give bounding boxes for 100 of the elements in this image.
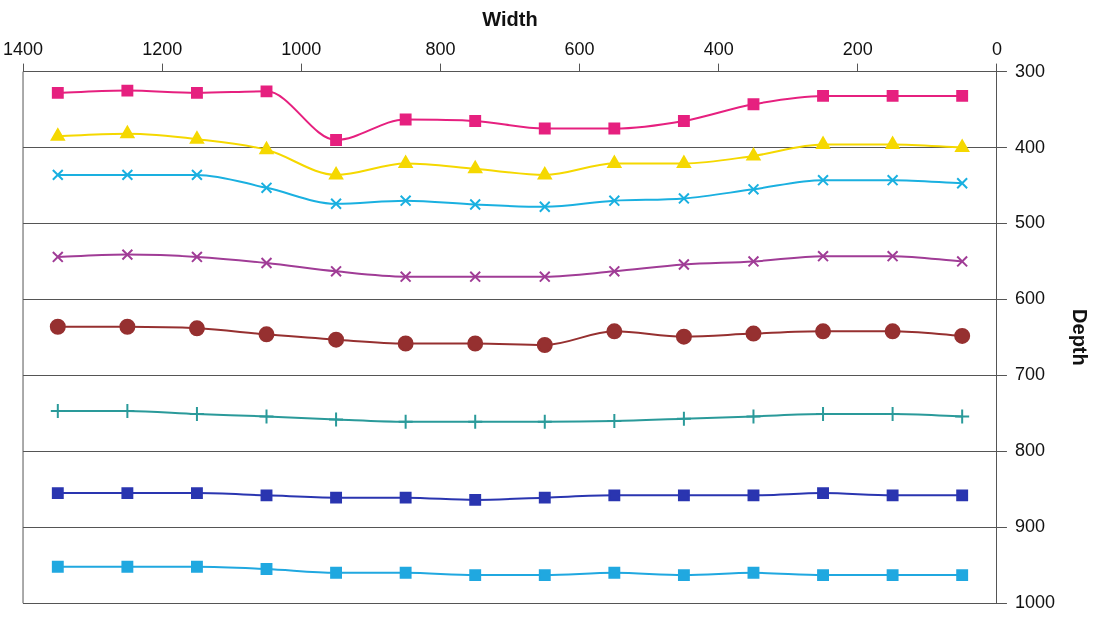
- point: [330, 134, 343, 146]
- point: [260, 181, 273, 194]
- point: [190, 560, 203, 573]
- point: [956, 569, 969, 582]
- point: [608, 194, 621, 207]
- point: [121, 248, 134, 261]
- y-tick-label: 500: [1014, 212, 1045, 233]
- point: [260, 563, 273, 575]
- point: [608, 122, 621, 135]
- point: [190, 487, 203, 500]
- point: [119, 318, 136, 335]
- point: [469, 115, 482, 127]
- point: [886, 569, 899, 582]
- point: [886, 250, 899, 263]
- y-tick-label: 800: [1014, 440, 1045, 461]
- point: [51, 168, 64, 181]
- y-tick-label: 1000: [1014, 592, 1055, 613]
- y-tick-label: 300: [1014, 60, 1045, 81]
- point: [190, 168, 203, 181]
- point: [956, 177, 969, 190]
- y-tick-label: 900: [1014, 516, 1045, 537]
- point: [399, 491, 412, 504]
- point: [258, 326, 275, 343]
- x-tick-label: 0: [991, 38, 1002, 59]
- point: [121, 168, 134, 181]
- point: [330, 491, 343, 504]
- point: [607, 155, 622, 168]
- point: [397, 335, 414, 352]
- point: [330, 566, 343, 579]
- x-tick-label: 600: [564, 38, 595, 59]
- point: [677, 192, 690, 205]
- point: [817, 569, 829, 582]
- point: [399, 270, 412, 283]
- point: [817, 89, 829, 102]
- point: [121, 84, 134, 97]
- y-axis-title: Depth: [1069, 309, 1092, 366]
- point: [190, 250, 203, 263]
- x-tick-label: 1000: [281, 38, 322, 59]
- point: [954, 408, 971, 425]
- point: [956, 489, 969, 502]
- point: [328, 331, 345, 348]
- point: [189, 131, 204, 144]
- point: [886, 89, 899, 102]
- point: [51, 487, 64, 500]
- point: [956, 255, 969, 268]
- point: [954, 327, 971, 344]
- point: [188, 406, 205, 423]
- point: [677, 115, 690, 127]
- point: [398, 155, 413, 168]
- point: [121, 560, 134, 573]
- point: [51, 250, 64, 263]
- point: [536, 336, 553, 353]
- point: [399, 194, 412, 207]
- point: [747, 489, 760, 502]
- point: [536, 413, 553, 430]
- point: [675, 328, 692, 345]
- point: [538, 491, 551, 504]
- point: [746, 147, 761, 161]
- point: [747, 98, 760, 111]
- point: [677, 569, 690, 582]
- point: [260, 489, 273, 502]
- point: [120, 125, 135, 139]
- y-tick-label: 700: [1014, 364, 1045, 385]
- point: [397, 413, 414, 430]
- point: [747, 183, 760, 196]
- point: [49, 318, 66, 335]
- point: [468, 160, 483, 174]
- point: [815, 136, 831, 150]
- point: [51, 86, 64, 99]
- point: [259, 141, 274, 155]
- point: [745, 408, 762, 425]
- point: [677, 489, 690, 502]
- point: [677, 258, 690, 271]
- point: [50, 128, 65, 141]
- point: [467, 413, 484, 430]
- y-tick-label: 600: [1014, 288, 1045, 309]
- point: [399, 566, 412, 579]
- point: [329, 166, 344, 180]
- point: [608, 566, 621, 579]
- point: [817, 174, 829, 187]
- x-tick-label: 200: [842, 38, 873, 59]
- point: [606, 323, 623, 340]
- x-axis-title: Width: [482, 7, 538, 30]
- point: [399, 113, 412, 126]
- x-tick-label: 1200: [142, 38, 183, 59]
- point: [537, 166, 552, 180]
- point: [886, 174, 899, 187]
- point: [190, 86, 203, 99]
- point: [469, 569, 482, 582]
- point: [817, 250, 829, 263]
- point: [469, 198, 482, 211]
- point: [606, 412, 623, 429]
- point: [188, 320, 205, 337]
- point: [815, 323, 832, 340]
- point: [538, 270, 551, 283]
- x-tick-label: 400: [703, 38, 734, 59]
- point: [258, 408, 275, 425]
- x-tick-label: 800: [425, 38, 456, 59]
- point: [608, 489, 621, 502]
- point: [608, 265, 621, 278]
